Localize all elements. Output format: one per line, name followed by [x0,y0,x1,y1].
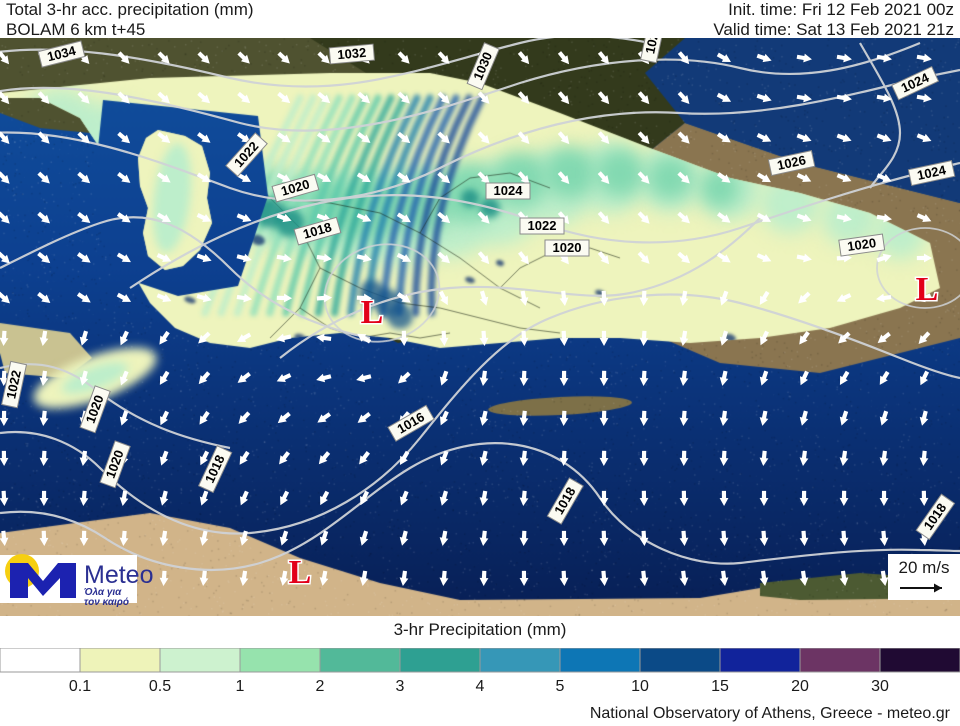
svg-text:L: L [289,554,312,591]
svg-text:1022: 1022 [3,369,24,400]
svg-text:Meteo: Meteo [84,561,153,589]
svg-text:L: L [361,294,384,331]
svg-text:1024: 1024 [916,162,948,183]
svg-text:20 m/s: 20 m/s [898,558,949,577]
svg-text:1034: 1034 [46,43,78,65]
svg-text:1022: 1022 [528,218,557,233]
svg-text:L: L [916,271,939,308]
svg-text:1032: 1032 [337,45,367,62]
svg-text:τον καιρό: τον καιρό [84,597,129,608]
svg-text:1024: 1024 [494,183,524,198]
svg-text:1020: 1020 [553,240,582,255]
svg-text:1026: 1026 [776,152,807,173]
